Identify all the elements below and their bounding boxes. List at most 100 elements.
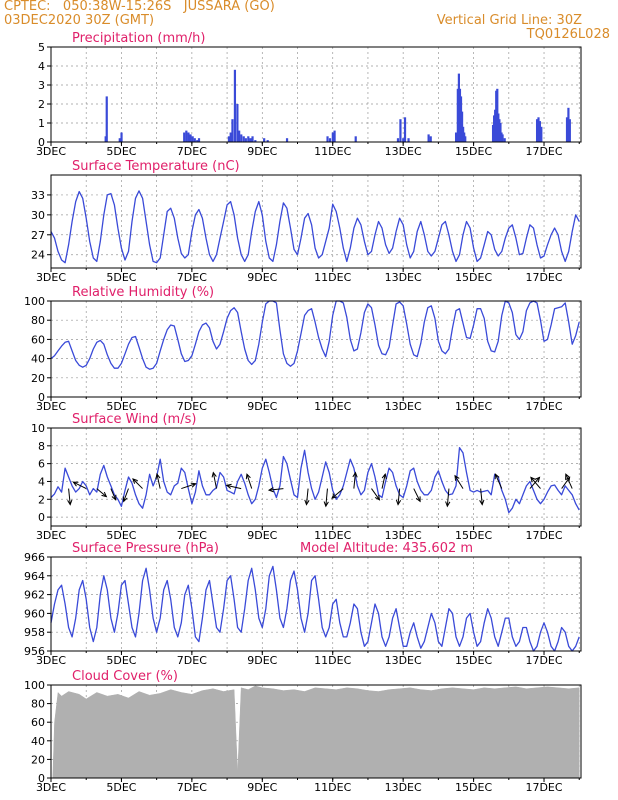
y-tick-label: 0 xyxy=(38,511,45,524)
precip-bar xyxy=(189,134,192,142)
x-tick-label: 7DEC xyxy=(177,654,207,667)
wind-arrow xyxy=(331,488,344,499)
precip-bar xyxy=(236,104,239,142)
wind-arrow xyxy=(212,472,218,489)
wind-arrow-head xyxy=(454,474,460,481)
y-tick-label: 8 xyxy=(38,440,45,453)
precip-bar xyxy=(118,138,121,142)
precip-bar xyxy=(185,130,188,142)
y-tick-label: 40 xyxy=(31,353,45,366)
grid-note: Vertical Grid Line: 30Z xyxy=(436,13,582,28)
precip-bar xyxy=(454,132,458,142)
x-tick-label: 3DEC xyxy=(36,781,66,794)
x-tick-label: 13DEC xyxy=(385,400,422,413)
wind-arrow xyxy=(246,474,253,489)
y-tick-label: 60 xyxy=(31,333,45,346)
x-tick-label: 15DEC xyxy=(455,145,492,158)
precip-bar xyxy=(326,136,329,142)
y-tick-label: 33 xyxy=(31,189,45,202)
precip-bar xyxy=(105,96,108,142)
precip-bar xyxy=(427,134,430,142)
wind-arrow xyxy=(529,477,540,489)
panel-frame xyxy=(50,427,582,527)
x-tick-label: 9DEC xyxy=(247,654,277,667)
wind-arrow xyxy=(371,488,380,501)
x-tick-label: 13DEC xyxy=(385,529,422,542)
wind-arrow xyxy=(305,488,309,505)
y-tick-label: 30 xyxy=(31,209,45,222)
wind-arrow-head xyxy=(101,491,108,498)
precip-bar xyxy=(535,119,539,142)
y-tick-label: 24 xyxy=(31,249,45,262)
wind-arrow xyxy=(110,488,117,500)
x-tick-label: 9DEC xyxy=(247,145,277,158)
precip-bar xyxy=(197,138,201,142)
panel-title: Surface Temperature (nC) xyxy=(72,159,240,174)
precip-bar xyxy=(242,136,245,142)
precip-bar xyxy=(251,136,254,142)
precip-bar xyxy=(540,126,543,142)
precip-bar xyxy=(407,138,410,142)
wind-arrow-head xyxy=(225,483,232,489)
x-tick-label: 17DEC xyxy=(525,400,562,413)
chart-header: CPTEC: 050:38W-15:26S JUSSARA (GO) 03DEC… xyxy=(0,0,618,44)
y-tick-label: 100 xyxy=(24,295,45,308)
x-tick-label: 17DEC xyxy=(525,781,562,794)
precip-bar xyxy=(565,117,569,142)
y-tick-label: 20 xyxy=(31,753,45,766)
y-tick-label: 960 xyxy=(24,607,45,620)
panel-cloud: Cloud Cover (%) 0 20 40 60 80 100 3DEC 5DEC 7DEC 9… xyxy=(24,669,582,794)
x-tick-label: 3DEC xyxy=(36,400,66,413)
x-tick-label: 15DEC xyxy=(455,781,492,794)
precip-bar xyxy=(266,140,269,142)
precip-bar xyxy=(249,138,252,142)
y-tick-label: 966 xyxy=(24,551,45,564)
wind-arrow-head xyxy=(211,471,217,478)
precip-bar xyxy=(233,69,237,142)
x-tick-label: 5DEC xyxy=(106,271,136,284)
wind-arrow xyxy=(156,474,161,489)
wind-arrow-head xyxy=(374,494,381,501)
x-tick-label: 13DEC xyxy=(385,271,422,284)
precip-bar xyxy=(238,130,241,142)
y-tick-label: 10 xyxy=(31,422,45,435)
precip-bar xyxy=(328,138,332,142)
x-tick-label: 11DEC xyxy=(314,529,351,542)
rh-line xyxy=(50,300,580,370)
precip-bar xyxy=(263,138,266,142)
x-tick-label: 5DEC xyxy=(106,781,136,794)
model-altitude: Model Altitude: 435.602 m xyxy=(300,541,473,556)
precip-bar xyxy=(196,140,199,142)
y-tick-label: 964 xyxy=(24,570,45,583)
x-tick-label: 17DEC xyxy=(525,145,562,158)
precip-bar xyxy=(229,132,232,142)
wind-arrow xyxy=(73,481,87,490)
precip-bar xyxy=(193,138,196,142)
x-tick-label: 7DEC xyxy=(177,781,207,794)
wind-arrow xyxy=(68,488,71,505)
precip-bar xyxy=(240,134,243,142)
wind-arrow-head xyxy=(395,499,402,506)
y-tick-label: 2 xyxy=(38,98,45,111)
x-tick-label: 9DEC xyxy=(247,400,277,413)
wind-arrow xyxy=(181,483,196,490)
precip-bar xyxy=(227,136,231,142)
panel-temp: Surface Temperature (nC) 24 27 30 33 3DEC 5DEC… xyxy=(31,159,582,284)
wind-arrow-head xyxy=(494,473,500,480)
wind-arrow xyxy=(413,488,421,502)
precip-bar xyxy=(285,138,289,142)
panel-precip: Precipitation (mm/h) 0 1 2 3 4 5 3DEC 5DEC 7DEC 9D… xyxy=(36,31,582,158)
panel-frame xyxy=(50,174,582,269)
wind-line xyxy=(50,446,580,514)
wind-arrow xyxy=(268,488,284,491)
precip-bar xyxy=(399,119,402,142)
y-tick-label: 80 xyxy=(31,314,45,327)
x-tick-label: 7DEC xyxy=(177,400,207,413)
x-tick-label: 9DEC xyxy=(247,781,277,794)
x-tick-label: 13DEC xyxy=(385,145,422,158)
precip-bar xyxy=(403,117,407,142)
panel-title: Relative Humidity (%) xyxy=(72,285,214,300)
wind-arrow-head xyxy=(352,471,358,478)
wind-arrow-head xyxy=(245,473,251,480)
precip-bar xyxy=(537,117,540,142)
